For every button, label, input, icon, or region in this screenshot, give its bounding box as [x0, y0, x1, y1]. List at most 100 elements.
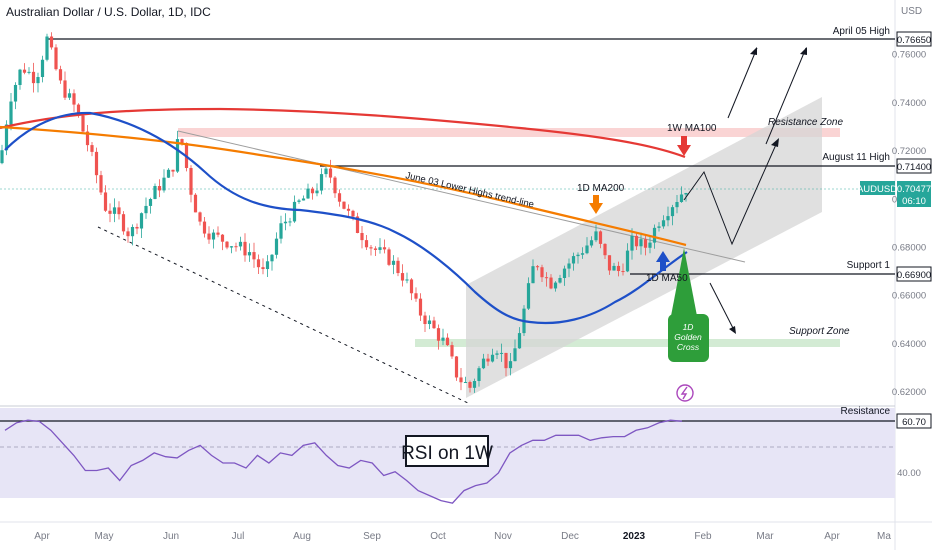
candle-body	[328, 168, 333, 178]
candle-body	[580, 253, 585, 255]
candle-body	[279, 223, 283, 239]
candle-body	[652, 227, 657, 243]
time-axis-label: Jun	[163, 531, 179, 542]
symbol-tag	[860, 181, 895, 195]
candle-body	[144, 205, 148, 214]
candle-body	[544, 277, 549, 279]
currency-label: USD	[901, 6, 923, 17]
candle-body	[270, 254, 274, 262]
candle-body	[171, 169, 175, 172]
candle-body	[292, 201, 297, 222]
candle-body	[121, 214, 126, 232]
candle-body	[409, 279, 414, 294]
candle-body	[274, 238, 279, 255]
august-11-high-tag	[896, 158, 932, 174]
candle-body	[558, 277, 562, 283]
candle-body	[22, 69, 27, 73]
ma100-1w-line	[0, 107, 686, 159]
candle-body	[288, 221, 292, 223]
candle-body	[90, 145, 94, 152]
candle-body	[148, 198, 153, 206]
candle-body	[567, 263, 571, 269]
price-tick-label: 0.74000	[892, 98, 926, 109]
candle-body	[594, 231, 598, 241]
candle-body	[508, 361, 513, 369]
candle-body	[234, 246, 238, 248]
candle-body	[103, 192, 108, 211]
candle-body	[364, 240, 369, 248]
price-axis-ticks: 0.760000.740000.720000.700000.680000.660…	[892, 50, 926, 398]
candle-body	[225, 241, 229, 248]
candle-body	[9, 101, 13, 125]
candle-body	[180, 139, 184, 143]
time-axis-label: Sep	[363, 531, 381, 542]
candle-body	[643, 239, 648, 248]
projection-arrow-3	[765, 47, 807, 145]
candle-body	[616, 265, 621, 272]
candle-body	[369, 247, 373, 249]
price-tick-label: 0.76000	[892, 50, 926, 61]
candle-body	[418, 298, 423, 316]
candle-body	[85, 131, 90, 146]
candle-body	[238, 241, 243, 247]
candle-body	[400, 273, 405, 281]
candle-body	[135, 226, 139, 229]
candle-body	[585, 245, 589, 254]
candle-body	[198, 212, 202, 222]
candle-body	[76, 104, 81, 116]
price-tick-label: 0.64000	[892, 339, 926, 350]
time-axis-label: Dec	[561, 531, 579, 542]
arrowhead-2	[750, 47, 757, 55]
arrowhead-1	[771, 138, 779, 147]
candle-body	[441, 337, 445, 341]
price-tick-label: 0.62000	[892, 387, 926, 398]
candle-body	[513, 348, 517, 362]
candle-body	[414, 293, 418, 299]
candle-body	[346, 208, 351, 211]
candle-body	[499, 352, 504, 354]
candle-body	[27, 71, 31, 73]
candle-body	[306, 188, 310, 199]
candle-body	[477, 368, 481, 382]
candle-body	[391, 260, 396, 265]
candle-body	[355, 216, 360, 233]
candle-body	[490, 354, 495, 362]
lightning-icon[interactable]	[676, 384, 694, 402]
candle-body	[661, 220, 666, 227]
time-axis-label: Aug	[293, 531, 311, 542]
candle-body	[211, 232, 216, 240]
candle-body	[603, 243, 607, 256]
candle-body	[36, 77, 40, 84]
candle-body	[423, 315, 427, 325]
time-axis-label: Feb	[694, 531, 712, 542]
candle-body	[297, 200, 301, 202]
candle-body	[562, 268, 567, 278]
candle-body	[463, 382, 468, 384]
candle-body	[657, 226, 661, 228]
candle-body	[202, 221, 207, 234]
last-price-value: 0.70477	[897, 184, 931, 195]
ma50-label: 1D MA50	[646, 273, 688, 284]
candle-body	[4, 124, 9, 151]
candle-body	[229, 246, 234, 248]
candle-body	[639, 239, 643, 247]
candle-body	[472, 381, 477, 388]
candle-body	[517, 333, 522, 349]
rsi-resistance-value: 60.70	[902, 417, 926, 428]
rsi-resistance-tag	[896, 413, 932, 429]
time-axis-label: Nov	[494, 531, 512, 542]
ma200-arrow-icon	[589, 195, 603, 214]
candle-body	[243, 241, 247, 256]
rsi-tick-40: 40.00	[897, 468, 921, 479]
candle-body	[333, 177, 337, 194]
last-price-tag	[897, 181, 931, 207]
chart-title: Australian Dollar / U.S. Dollar, 1D, IDC	[6, 5, 211, 19]
candle-body	[351, 210, 355, 217]
candle-body	[666, 216, 670, 221]
time-axis-label: Ma	[877, 531, 891, 542]
candle-body	[576, 254, 580, 257]
lower-highs-trend-line	[177, 130, 746, 263]
candle-body	[427, 320, 432, 325]
ma50-arrow-icon	[656, 251, 670, 271]
